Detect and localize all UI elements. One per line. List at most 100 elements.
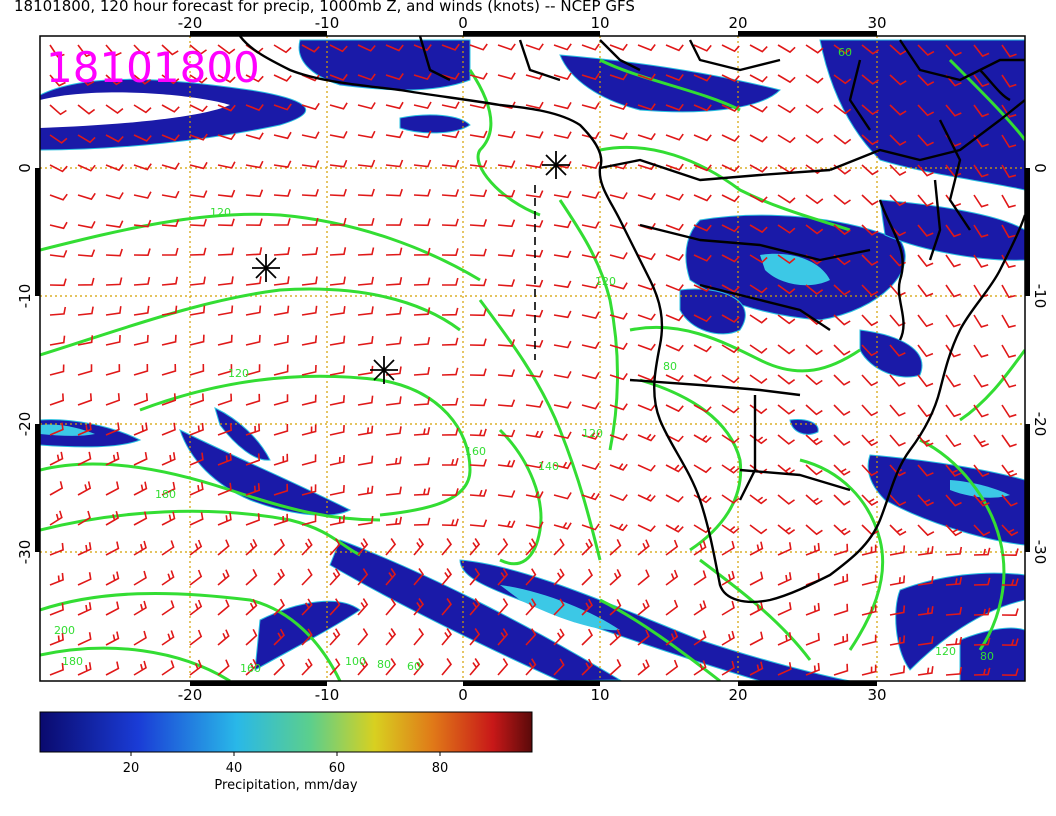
- wind-barb: [805, 134, 824, 144]
- wind-barb: [749, 284, 768, 294]
- wind-barb: [469, 428, 487, 437]
- wind-barb: [217, 423, 233, 436]
- wind-barb: [1001, 404, 1017, 418]
- wind-barb: [385, 366, 402, 376]
- wind-barb: [105, 74, 123, 86]
- wind-barb: [861, 374, 879, 387]
- wind-barb: [833, 224, 851, 236]
- lon-labels-bottom: -20 -10 0 10 20 30: [178, 686, 887, 704]
- svg-text:30: 30: [867, 14, 886, 32]
- wind-barb: [609, 102, 628, 111]
- wind-barb: [581, 341, 600, 350]
- wind-barb: [833, 44, 852, 55]
- wind-barb: [721, 494, 740, 504]
- wind-barb: [245, 513, 260, 526]
- svg-text:-20: -20: [16, 412, 34, 437]
- wind-barb: [105, 364, 121, 376]
- wind-barb: [805, 524, 823, 536]
- wind-barb: [497, 658, 509, 676]
- wind-barb: [301, 247, 319, 256]
- wind-barb: [637, 539, 650, 556]
- wind-barb: [525, 279, 544, 288]
- wind-barb: [833, 633, 849, 646]
- wind-barb: [777, 194, 796, 204]
- wind-barb: [133, 422, 148, 436]
- wind-barb: [777, 314, 796, 325]
- wind-barb: [945, 374, 961, 388]
- wind-barb: [945, 524, 963, 537]
- wind-barb: [917, 254, 934, 267]
- wind-barb: [245, 658, 258, 676]
- wind-barb: [385, 247, 403, 256]
- wind-barb: [721, 524, 740, 534]
- wind-barb: [777, 224, 796, 234]
- wind-barb: [749, 104, 768, 113]
- wind-barb: [161, 134, 180, 142]
- wind-barb: [889, 605, 906, 616]
- svg-text:0: 0: [458, 14, 468, 32]
- wind-barb: [665, 464, 684, 473]
- wind-barb: [581, 191, 600, 199]
- wind-barb: [133, 44, 151, 57]
- wind-barb: [553, 401, 572, 409]
- wind-barb: [721, 284, 740, 293]
- wind-barb: [833, 543, 849, 556]
- wind-barb: [497, 598, 509, 616]
- wind-barb: [161, 305, 178, 316]
- wind-barb: [161, 247, 179, 256]
- wind-barb: [665, 404, 684, 413]
- svg-text:120: 120: [582, 427, 603, 440]
- wind-barb: [777, 404, 796, 415]
- wind-barb: [693, 404, 712, 413]
- wind-barb: [49, 134, 68, 144]
- wind-barb: [777, 434, 795, 445]
- wind-barb: [553, 72, 572, 80]
- wind-barb: [1001, 44, 1017, 58]
- wind-barb: [217, 629, 230, 646]
- wind-barb: [525, 491, 544, 499]
- wind-barb: [609, 73, 628, 81]
- wind-barb: [609, 43, 628, 51]
- wind-barb: [693, 374, 712, 383]
- precipitation-colorbar: 20 40 60 80 Precipitation, mm/day: [39, 711, 533, 793]
- wind-barb: [1001, 224, 1016, 239]
- wind-barb: [161, 363, 177, 376]
- wind-barb: [833, 573, 849, 586]
- wind-barb: [161, 162, 180, 170]
- wind-barb: [1001, 344, 1017, 359]
- wind-barb: [721, 44, 740, 53]
- wind-barb: [553, 598, 565, 616]
- wind-barb: [693, 44, 712, 52]
- wind-barb: [749, 404, 768, 415]
- wind-barb: [77, 74, 95, 86]
- wind-barb: [301, 44, 320, 53]
- wind-barb: [665, 494, 684, 503]
- wind-barb: [469, 278, 487, 287]
- wind-barb: [161, 104, 180, 113]
- wind-barb: [553, 461, 572, 470]
- wind-barb: [945, 636, 963, 646]
- lon-labels-top: -20 -10 0 10 20 30: [178, 14, 887, 32]
- wind-barb: [973, 494, 990, 507]
- wind-barb: [133, 248, 151, 257]
- wind-barb: [581, 281, 600, 289]
- wind-barb: [693, 630, 707, 646]
- wind-barb: [609, 569, 622, 586]
- wind-barb: [805, 44, 824, 54]
- wind-barb: [189, 161, 208, 170]
- wind-barb: [105, 192, 124, 200]
- wind-barb: [357, 425, 374, 436]
- wind-barb: [77, 364, 93, 376]
- wind-barb: [105, 248, 123, 257]
- lat-labels-right: 0 -10 -20 -30: [1031, 163, 1049, 564]
- wind-barb: [861, 344, 879, 357]
- wind-barb: [357, 159, 376, 168]
- wind-barb: [301, 74, 320, 82]
- wind-barb: [357, 628, 369, 646]
- wind-barb: [693, 570, 707, 586]
- wind-barb: [945, 344, 961, 358]
- wind-barb: [777, 662, 792, 676]
- wind-barb: [1001, 434, 1017, 448]
- wind-barb: [133, 104, 152, 114]
